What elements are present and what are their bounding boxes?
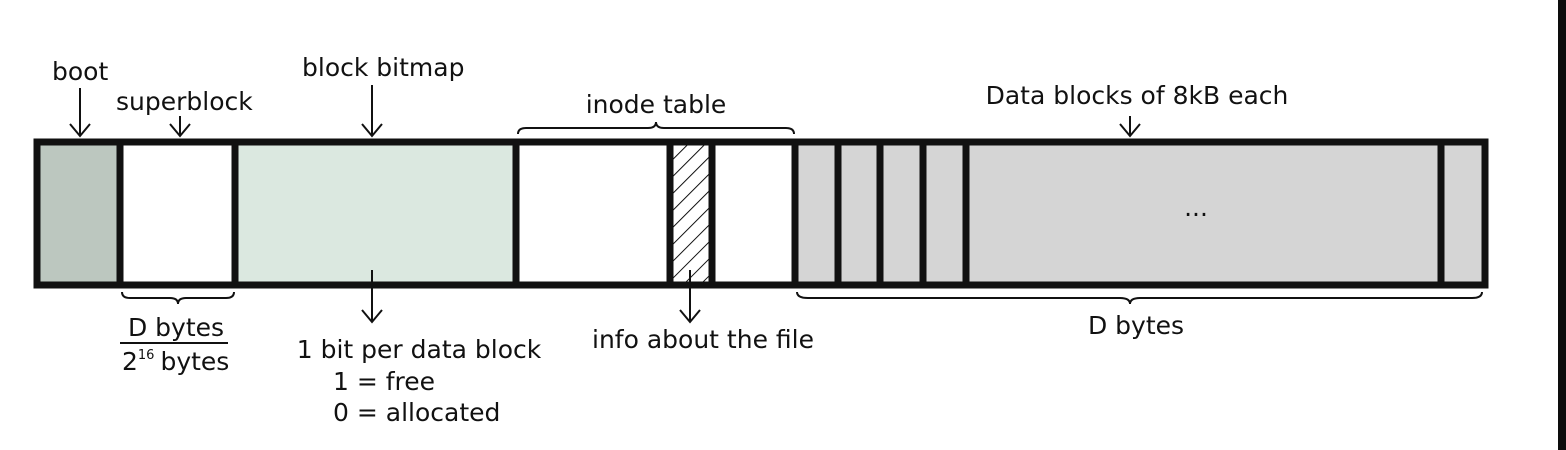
disk-outline (33, 138, 1489, 289)
superblock-arrow (169, 116, 191, 138)
superblock-size-brace (121, 291, 235, 305)
inode-entry-hatched (670, 142, 712, 285)
data-size-label: D bytes (1088, 311, 1184, 340)
right-edge-bar (1558, 0, 1566, 450)
inode-table-label: inode table (586, 90, 727, 119)
bitmap-note-arrow (361, 270, 383, 324)
boot-arrow (69, 88, 91, 138)
data-blocks-ellipsis: ... (1184, 193, 1208, 222)
boot-region (37, 142, 120, 285)
superblock-region (120, 142, 235, 285)
inode-table-region (516, 142, 795, 285)
superblock-size-denominator: 216 bytes (122, 347, 229, 376)
bitmap-note-line-2: 1 = free (333, 367, 435, 396)
block-bitmap-arrow (361, 85, 383, 138)
boot-label: boot (52, 57, 108, 86)
data-size-brace (796, 291, 1483, 305)
superblock-size-numerator: D bytes (128, 313, 224, 342)
block-bitmap-region (235, 142, 516, 285)
superblock-label: superblock (116, 87, 253, 116)
bitmap-note-line-1: 1 bit per data block (297, 335, 542, 364)
block-bitmap-label: block bitmap (302, 53, 464, 82)
inode-note-label: info about the file (592, 325, 814, 354)
data-blocks-region (795, 142, 1485, 285)
inode-table-brace (517, 121, 795, 135)
data-blocks-label: Data blocks of 8kB each (986, 81, 1289, 110)
data-blocks-arrow (1119, 116, 1141, 138)
inode-note-arrow (679, 270, 701, 324)
bitmap-note-line-3: 0 = allocated (333, 398, 500, 427)
